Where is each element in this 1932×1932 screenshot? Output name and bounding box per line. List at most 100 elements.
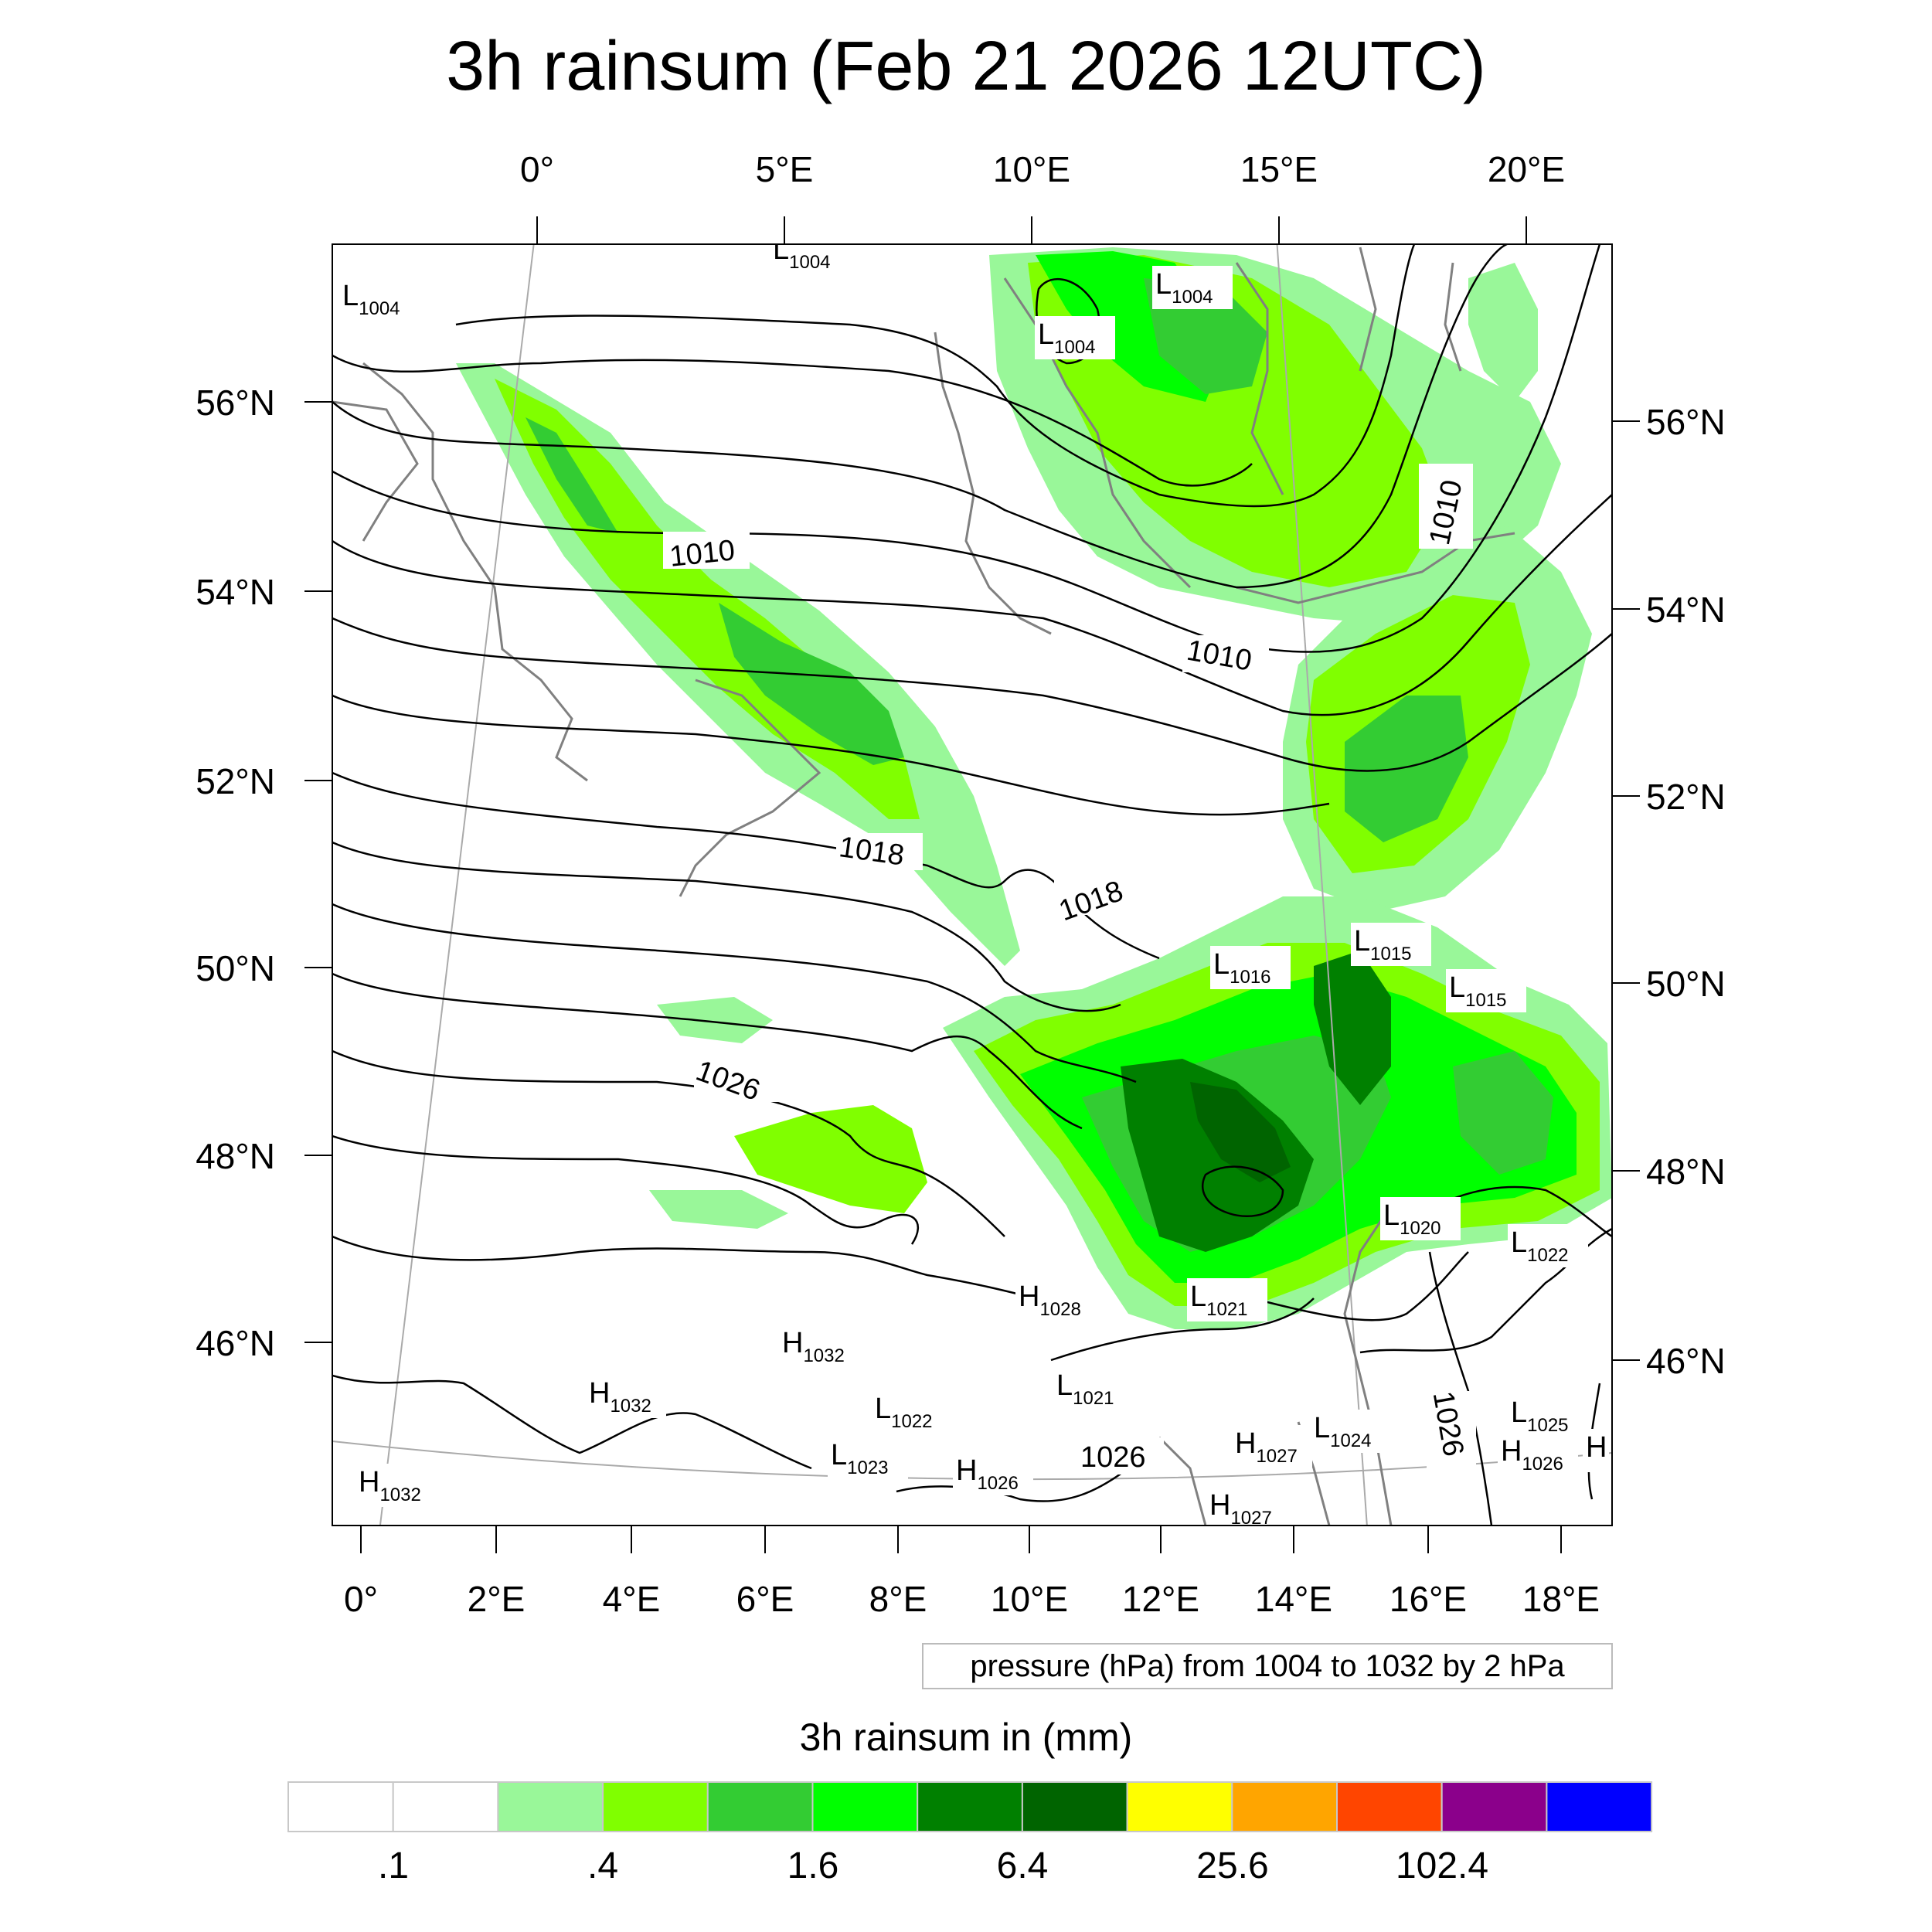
low-pressure-marker: L1022 [875, 1393, 933, 1432]
low-pressure-marker: L1022 [1511, 1226, 1569, 1266]
pressure-marker-background [770, 244, 850, 274]
high-pressure-marker: H1028 [1019, 1281, 1081, 1320]
low-pressure-marker: L1004 [1155, 268, 1213, 308]
pressure-marker-background [828, 1437, 908, 1480]
low-pressure-marker: L1016 [1213, 948, 1271, 988]
rain-area-medium [1345, 696, 1468, 842]
pressure-marker-background [339, 277, 420, 321]
map-title: 3h rainsum (Feb 21 2026 12UTC) [446, 28, 1486, 105]
rain-area-dark [1314, 951, 1391, 1105]
lon-label: 10°E [991, 1579, 1068, 1619]
pressure-marker-background [1583, 1429, 1609, 1472]
pressure-marker-background [355, 1464, 436, 1507]
low-pressure-marker: L1020 [1383, 1199, 1441, 1239]
lon-label: 18°E [1522, 1579, 1600, 1619]
contour-label: 1010 [668, 534, 736, 573]
low-pressure-marker: L1021 [1190, 1281, 1248, 1320]
left-lat-labels: 56°N 54°N 52°N 50°N 48°N 46°N [196, 383, 275, 1363]
pressure-marker-background [1053, 1367, 1134, 1410]
lat-label: 56°N [1646, 402, 1726, 442]
low-pressure-marker: L1015 [1449, 971, 1507, 1011]
pressure-marker-background [1232, 1425, 1312, 1468]
lon-label: 2°E [468, 1579, 526, 1619]
rain-area-light [1468, 263, 1538, 402]
top-axis [536, 216, 1527, 244]
high-pressure-marker: H1026 [956, 1454, 1019, 1494]
pressure-centers: L1004 L1004 L1004 L1004 L1016 L1015 L1015 L1020… [339, 233, 1609, 1526]
map-plot-area: 1010 1010 1010 1018 1018 1026 1026 1026 … [332, 233, 1612, 1526]
lon-label: 12°E [1122, 1579, 1199, 1619]
right-lat-labels: 56°N 54°N 52°N 50°N 48°N 46°N [1646, 402, 1726, 1381]
lat-label: 52°N [1646, 777, 1726, 817]
pressure-marker-background [872, 1390, 952, 1434]
lat-label: 52°N [196, 761, 275, 801]
pressure-marker-background [1210, 946, 1291, 989]
rain-area-medium [1453, 1051, 1553, 1175]
bottom-axis [360, 1526, 1562, 1553]
rain-area-dark [1121, 1059, 1314, 1252]
low-pressure-marker: L1004 [1038, 318, 1096, 358]
lat-label: 48°N [1646, 1151, 1726, 1192]
rain-area-darkest [1190, 1082, 1291, 1182]
rain-area-yellowgreen [734, 1105, 927, 1213]
lon-label: 0° [520, 149, 554, 189]
pressure-marker-background [1380, 1197, 1461, 1240]
lon-label: 16°E [1389, 1579, 1467, 1619]
low-pressure-marker: L1021 [1056, 1369, 1114, 1409]
pressure-marker-background [1508, 1224, 1588, 1267]
top-lon-labels: 0° 5°E 10°E 15°E 20°E [520, 149, 1565, 189]
right-axis [1612, 420, 1640, 1361]
pressure-marker-background [586, 1375, 666, 1418]
high-pressure-marker: H1032 [782, 1327, 845, 1366]
pressure-marker-background [1351, 923, 1431, 966]
rain-area-light [649, 1190, 788, 1229]
low-pressure-marker: L1004 [773, 233, 831, 273]
contour-info-box: pressure (hPa) from 1004 to 1032 by 2 hP… [922, 1643, 1613, 1689]
high-pressure-marker: H1026 [1501, 1435, 1563, 1475]
lon-label: 8°E [869, 1579, 927, 1619]
colorbar-title: 3h rainsum in (mm) [799, 1716, 1133, 1759]
pressure-marker-background [1446, 969, 1526, 1012]
bottom-lon-labels: 0° 2°E 4°E 6°E 8°E 10°E 12°E 14°E 16°E 1… [344, 1579, 1600, 1619]
lat-label: 48°N [196, 1136, 275, 1176]
lat-label: 50°N [1646, 964, 1726, 1004]
pressure-marker-background [1035, 316, 1115, 359]
contour-labels: 1010 1010 1010 1018 1018 1026 1026 1026 [663, 464, 1476, 1478]
lon-label: 10°E [993, 149, 1070, 189]
pressure-marker-background [953, 1452, 1033, 1495]
lat-label: 46°N [1646, 1341, 1726, 1381]
pressure-marker-background [779, 1325, 859, 1368]
lon-label: 20°E [1488, 149, 1565, 189]
left-axis [304, 401, 332, 1343]
high-pressure-marker: H1032 [359, 1466, 421, 1505]
high-pressure-marker: H1027 [1235, 1427, 1298, 1467]
high-pressure-marker: H [1586, 1431, 1607, 1464]
map-frame [332, 243, 1613, 1526]
pressure-marker-background [1498, 1433, 1578, 1476]
lon-label: 5°E [756, 149, 814, 189]
lat-label: 56°N [196, 383, 275, 423]
lon-label: 14°E [1255, 1579, 1332, 1619]
pressure-marker-background [1187, 1278, 1267, 1321]
low-pressure-marker: L1015 [1354, 925, 1412, 964]
high-pressure-marker: H1032 [589, 1377, 651, 1417]
lat-label: 54°N [196, 572, 275, 612]
pressure-marker-background [1206, 1487, 1287, 1526]
lat-label: 50°N [196, 948, 275, 988]
lon-label: 6°E [736, 1579, 794, 1619]
lon-label: 0° [344, 1579, 378, 1619]
low-pressure-marker: L1004 [342, 280, 400, 319]
lon-label: 4°E [603, 1579, 661, 1619]
pressure-marker-background [1015, 1278, 1096, 1321]
rain-area-light [657, 997, 773, 1043]
lon-label: 15°E [1240, 149, 1318, 189]
rain-area-medium [719, 603, 904, 765]
low-pressure-marker: L1024 [1314, 1412, 1372, 1451]
lat-label: 46°N [196, 1323, 275, 1363]
low-pressure-marker: L1023 [831, 1439, 889, 1478]
lat-label: 54°N [1646, 590, 1726, 630]
contour-label: 1026 [1080, 1441, 1146, 1474]
pressure-marker-background [1152, 266, 1233, 309]
low-pressure-marker: L1025 [1511, 1396, 1569, 1436]
